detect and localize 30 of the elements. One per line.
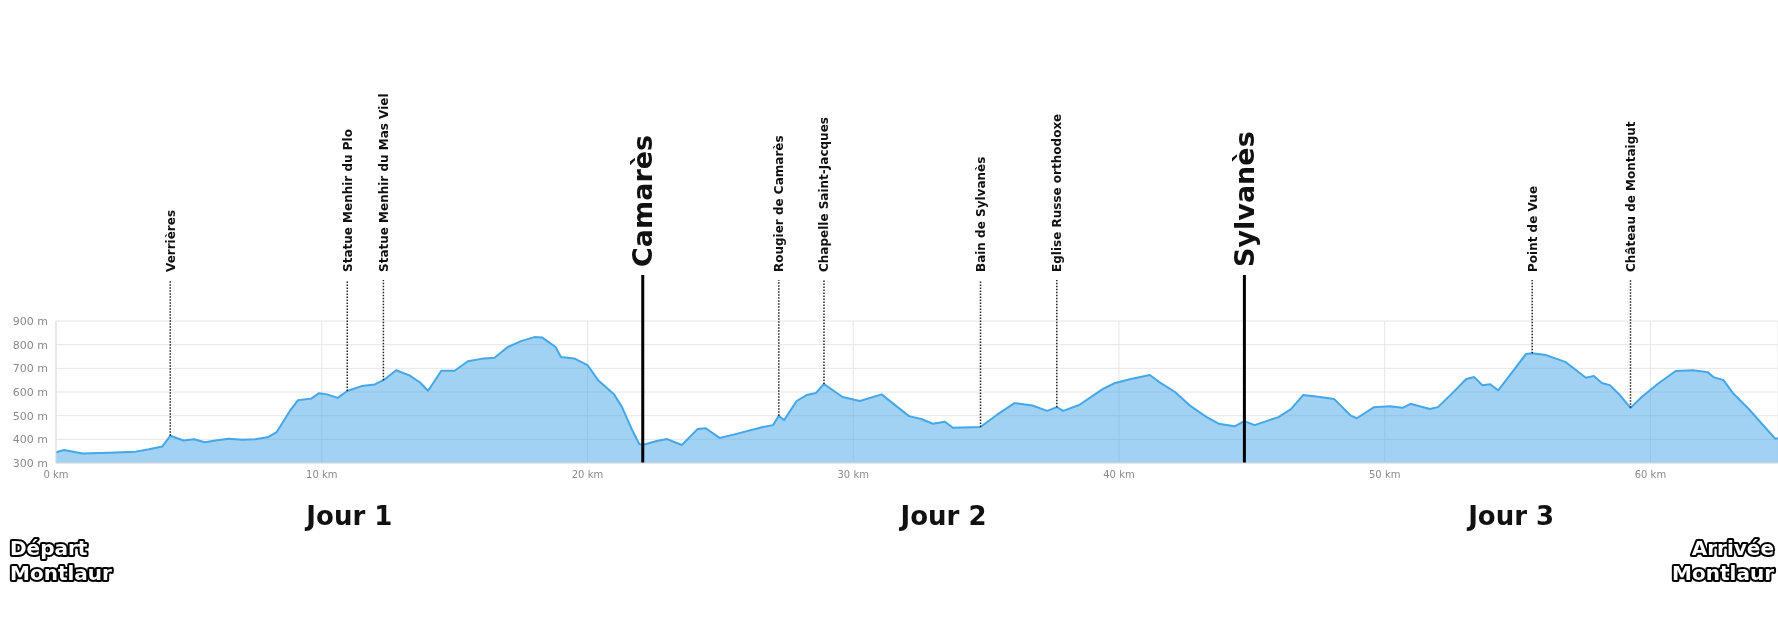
ref-line-label: Verrières bbox=[163, 209, 178, 272]
ref-line-label: Statue Menhir du Plo bbox=[340, 129, 355, 272]
x-tick-label: 40 km bbox=[1103, 469, 1135, 481]
text: Jour 1 bbox=[304, 501, 393, 531]
y-tick-label: 500 m bbox=[12, 409, 48, 423]
ref-line-label: Rougier de Camarès bbox=[772, 135, 787, 272]
x-tick-label: 0 km bbox=[43, 469, 69, 481]
ref-line-label: Point de Vue bbox=[1525, 185, 1540, 272]
y-tick-label: 700 m bbox=[12, 362, 48, 376]
ref-line-label: Sylvanès bbox=[1229, 131, 1261, 267]
y-tick-label: 900 m bbox=[12, 314, 48, 328]
text: Jour 3 bbox=[1466, 501, 1555, 531]
ref-line-label: Statue Menhir du Mas Viel bbox=[376, 93, 391, 272]
ref-line-label: Château de Montaigut bbox=[1623, 121, 1638, 272]
x-tick-label: 20 km bbox=[571, 469, 604, 481]
y-tick-label: 400 m bbox=[12, 433, 48, 447]
x-tick-label: 30 km bbox=[837, 469, 869, 481]
text: Jour 2 bbox=[898, 501, 987, 531]
y-tick-label: 600 m bbox=[12, 385, 48, 399]
y-tick-label: 800 m bbox=[12, 338, 48, 352]
ref-line-label: Eglise Russe orthodoxe bbox=[1050, 113, 1065, 272]
x-tick-label: 10 km bbox=[306, 469, 338, 481]
ref-line-label: Chapelle Saint-Jacques bbox=[817, 117, 832, 272]
x-tick-label: 60 km bbox=[1634, 469, 1667, 481]
text: Arrivée Montlaur bbox=[1672, 536, 1775, 585]
ref-line-label: Camarès bbox=[627, 134, 659, 267]
y-tick-label: 300 m bbox=[12, 456, 48, 470]
text: Départ Montlaur bbox=[10, 536, 113, 585]
x-tick-label: 50 km bbox=[1368, 469, 1401, 481]
ref-line-label: Bain de Sylvanès bbox=[973, 156, 988, 272]
